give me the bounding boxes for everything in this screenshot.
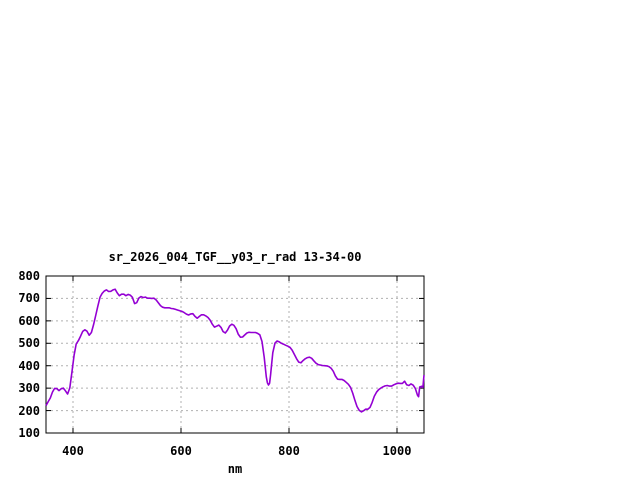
y-tick-label: 400 <box>18 358 40 373</box>
y-tick-label: 200 <box>18 403 40 418</box>
x-tick-label: 400 <box>62 444 84 458</box>
chart-title: sr_2026_004_TGF__y03_r_rad 13-34-00 <box>108 250 362 264</box>
x-tick-label: 1000 <box>382 444 412 458</box>
plot-border <box>45 275 425 434</box>
x-tick-label: 800 <box>278 444 300 458</box>
y-tick-label: 100 <box>18 426 40 440</box>
x-tick-label: 600 <box>170 444 192 458</box>
y-tick-label: 800 <box>18 269 40 283</box>
x-axis-title: nm <box>227 462 243 476</box>
y-tick-label: 300 <box>18 381 40 396</box>
y-tick-label: 700 <box>18 291 40 306</box>
spectrum-line <box>45 288 425 413</box>
y-tick-label: 500 <box>18 336 40 351</box>
y-tick-label: 600 <box>18 313 40 328</box>
